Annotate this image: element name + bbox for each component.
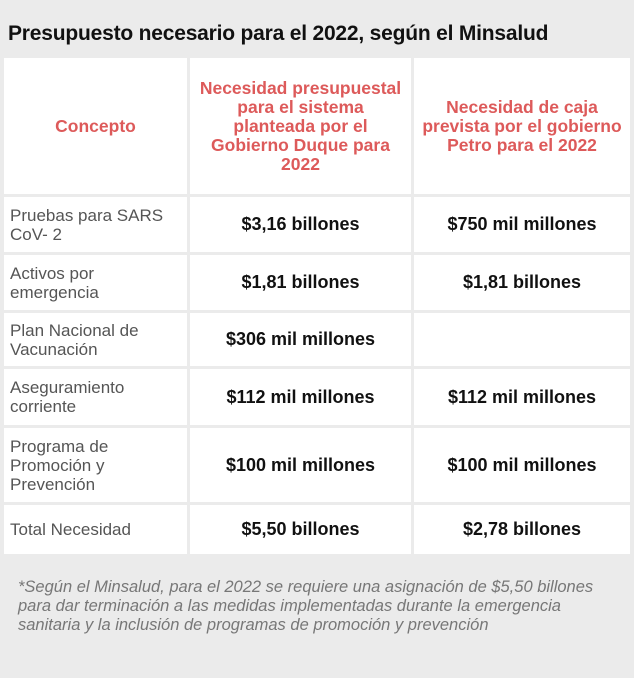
row-duque-value: $5,50 billones xyxy=(190,505,414,554)
row-petro-value: $2,78 billones xyxy=(462,519,582,539)
table-row: Pruebas para SARS CoV- 2 $3,16 billones … xyxy=(4,197,630,255)
row-concept: Plan Nacional de Vacunación xyxy=(4,313,190,369)
row-petro-value: $112 mil millones xyxy=(414,369,630,428)
row-duque-value: $3,16 billones xyxy=(190,197,414,255)
row-petro-value: $750 mil millones xyxy=(414,197,630,255)
row-duque-value: $1,81 billones xyxy=(190,255,414,313)
row-concept: Pruebas para SARS CoV- 2 xyxy=(4,197,190,255)
row-duque-value: $306 mil millones xyxy=(190,313,414,369)
row-petro-value xyxy=(414,313,630,369)
table-row: Activos por emergencia $1,81 billones $1… xyxy=(4,255,630,313)
footnote: *Según el Minsalud, para el 2022 se requ… xyxy=(18,578,594,634)
row-duque-value: $100 mil millones xyxy=(190,428,414,505)
table-row: Programa de Promoción y Prevención $100 … xyxy=(4,428,630,505)
table-header-row: Concepto Necesidad presupuestal para el … xyxy=(4,58,630,197)
row-concept: Total Necesidad xyxy=(4,505,190,554)
page-title: Presupuesto necesario para el 2022, segú… xyxy=(8,22,549,45)
row-petro-value: $100 mil millones xyxy=(414,428,630,505)
header-duque: Necesidad presupuestal para el sistema p… xyxy=(190,58,414,197)
row-concept: Programa de Promoción y Prevención xyxy=(4,428,190,505)
row-duque-value: $112 mil millones xyxy=(190,369,414,428)
row-petro-value: $1,81 billones xyxy=(414,255,630,313)
header-petro: Necesidad de caja prevista por el gobier… xyxy=(414,58,630,197)
header-concepto: Concepto xyxy=(4,58,190,197)
row-concept: Activos por emergencia xyxy=(4,255,190,313)
row-concept: Aseguramiento corriente xyxy=(4,369,190,428)
table-row: Plan Nacional de Vacunación $306 mil mil… xyxy=(4,313,630,369)
table-row-total: Total Necesidad $5,50 billones $2,78 bil… xyxy=(4,505,630,554)
table-row: Aseguramiento corriente $112 mil millone… xyxy=(4,369,630,428)
budget-table: Concepto Necesidad presupuestal para el … xyxy=(4,58,630,554)
